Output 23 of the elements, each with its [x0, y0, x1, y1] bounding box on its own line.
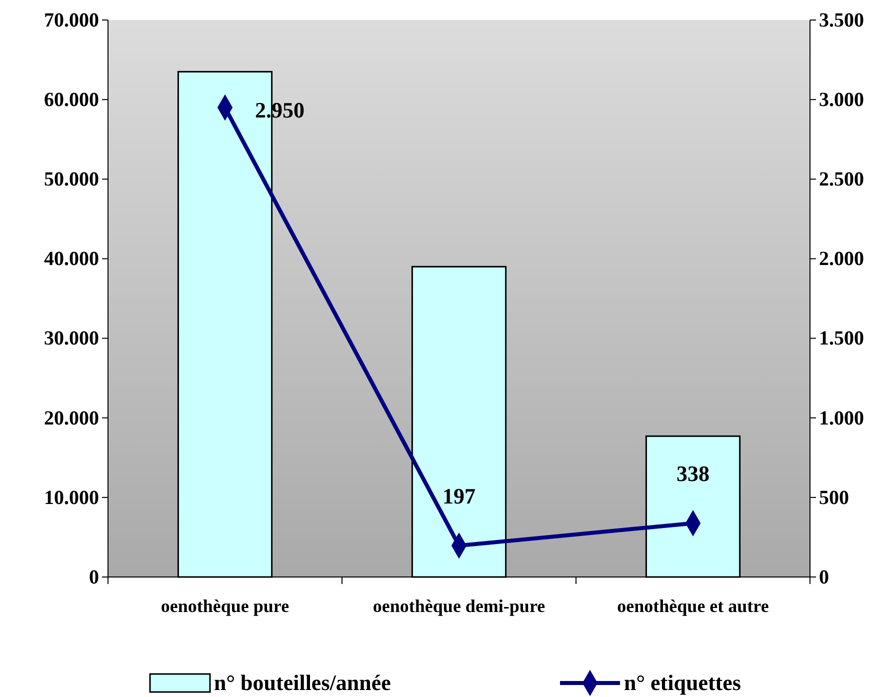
y2-tick-label: 1.500 [819, 328, 864, 350]
y2-tick-label: 3.500 [819, 9, 864, 32]
y-tick-label: 30.000 [44, 328, 99, 350]
y-tick-label: 50.000 [44, 168, 99, 191]
y-tick-label: 70.000 [44, 9, 99, 32]
legend-label: n° etiquettes [624, 670, 742, 695]
y2-tick-label: 500 [819, 486, 849, 509]
x-tick-label: oenothèque pure [160, 596, 290, 616]
legend-label: n° bouteilles/année [214, 670, 392, 695]
x-tick-label: oenothèque et autre [617, 596, 769, 616]
y-tick-label: 40.000 [44, 248, 99, 270]
y2-tick-label: 3.000 [819, 88, 864, 111]
y2-tick-label: 2.000 [819, 248, 864, 270]
y-tick-label: 10.000 [44, 486, 99, 509]
data-label: 197 [442, 484, 476, 509]
y-tick-label: 60.000 [44, 88, 99, 111]
y-tick-label: 0 [89, 566, 99, 588]
y2-tick-label: 1.000 [819, 407, 864, 430]
y2-tick-label: 0 [819, 566, 829, 588]
data-label: 338 [676, 461, 710, 486]
y-tick-label: 20.000 [44, 407, 99, 430]
x-tick-label: oenothèque demi-pure [372, 596, 546, 616]
y2-tick-label: 2.500 [819, 168, 864, 191]
